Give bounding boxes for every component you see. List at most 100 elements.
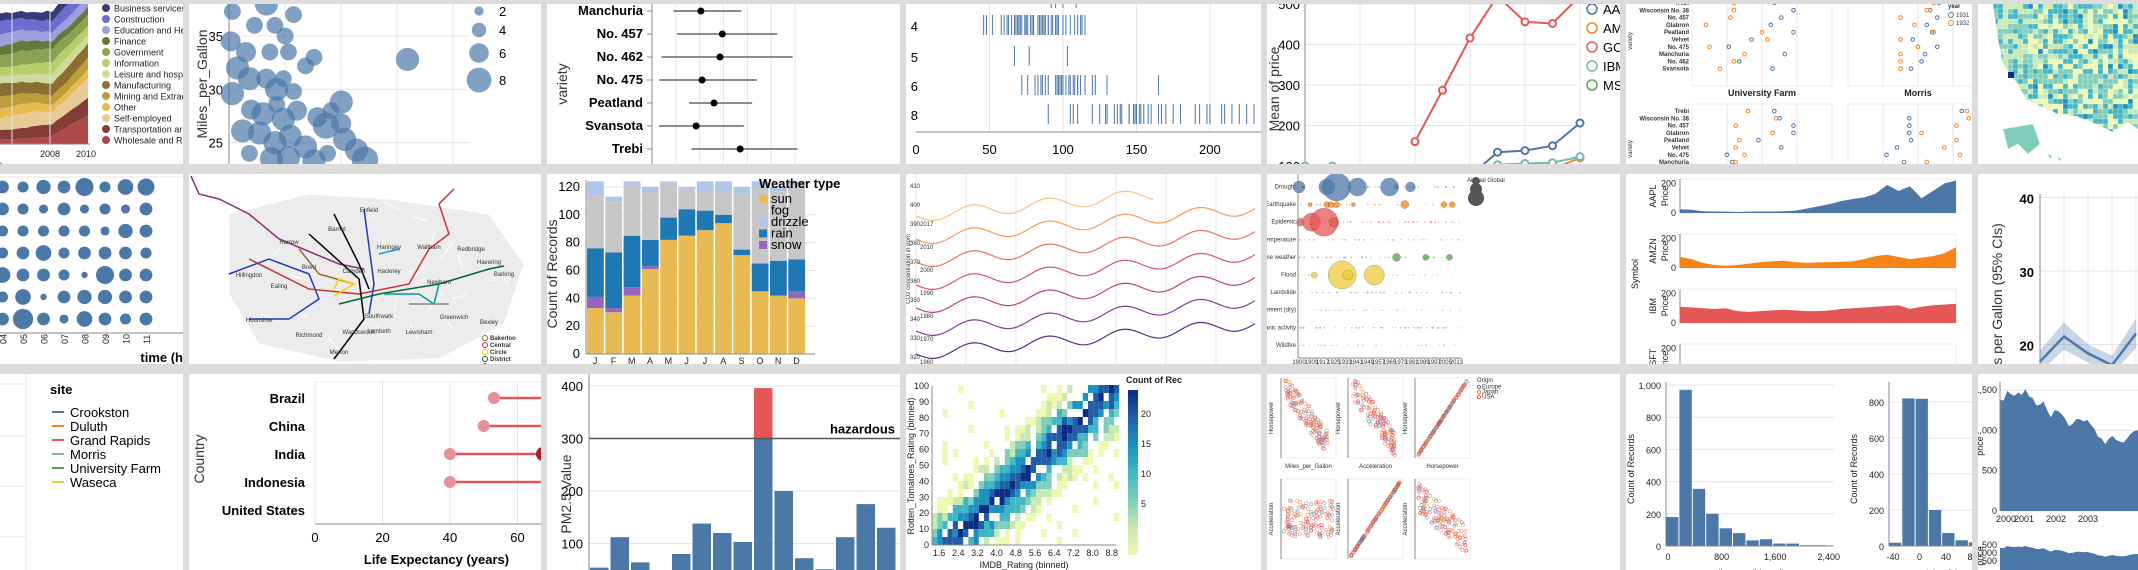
heatmap-cell: [1093, 393, 1099, 401]
size-legend-symbol: [474, 6, 484, 16]
heatmap-cell: [1062, 481, 1068, 489]
matrix-point: [1432, 429, 1436, 434]
y-axis-title: variety: [1628, 32, 1634, 50]
matrix-point: [1443, 531, 1448, 536]
heatmap-cell: [1036, 489, 1042, 497]
matrix-point: [1443, 506, 1448, 511]
y-tick-label: 60: [566, 262, 580, 277]
heatmap-cell: [989, 529, 995, 537]
disaster-point: [1374, 309, 1376, 311]
y-tick-label: 35: [209, 29, 223, 44]
county: [2122, 28, 2129, 35]
county: [2022, 53, 2029, 60]
disaster-bubble: [1311, 271, 1318, 279]
matrix-point: [1433, 508, 1438, 513]
county: [2042, 18, 2049, 25]
disaster-point: [1434, 221, 1437, 224]
county: [2008, 72, 2014, 78]
decade-label: 1990: [920, 291, 934, 297]
county: [2102, 108, 2109, 115]
matrix-point: [1323, 432, 1328, 437]
county: [2077, 128, 2084, 132]
county: [2072, 78, 2079, 85]
x-tick-label: 2001: [2014, 514, 2034, 524]
county: [2097, 8, 2104, 15]
county: [2002, 73, 2009, 80]
heatmap-cell: [1025, 425, 1031, 433]
heatmap-cell: [1093, 409, 1099, 417]
borough-label: Newham: [427, 280, 451, 286]
y-axis-title: Mean of price: [1267, 46, 1282, 131]
matrix-point: [1463, 537, 1468, 541]
county: [2002, 38, 2009, 45]
data-point: [254, 4, 278, 16]
matrix-point: [1424, 512, 1428, 517]
heatmap-cell: [1036, 441, 1042, 449]
x-tick-label: 0: [1917, 552, 1922, 562]
matrix-point: [1330, 498, 1335, 503]
county: [1993, 23, 1999, 30]
disaster-bubble: [1392, 253, 1401, 262]
area-layer-4: [0, 57, 88, 109]
x-tick-label: A: [720, 356, 726, 364]
bar-segment-sun: [587, 308, 604, 354]
county: [2077, 63, 2084, 70]
matrix-point: [1394, 485, 1399, 490]
county: [2092, 53, 2099, 60]
borough-border: [429, 230, 437, 244]
county: [2017, 83, 2024, 90]
matrix-point: [1358, 407, 1363, 412]
heatmap-cell: [1088, 409, 1094, 417]
x-tick-label: 2013: [1450, 360, 1464, 364]
heatmap-cell: [968, 401, 974, 409]
county: [2087, 88, 2094, 95]
county: [2107, 118, 2114, 125]
disaster-point: [1299, 344, 1302, 347]
x-tick-label: 150: [1126, 142, 1148, 157]
matrix-point: [1311, 516, 1316, 521]
disaster-point: [1382, 221, 1385, 224]
price-area: [2000, 389, 2138, 511]
matrix-point: [1435, 525, 1440, 530]
county: [2057, 28, 2064, 35]
county: [2047, 113, 2054, 120]
county: [2112, 123, 2119, 130]
county: [2022, 8, 2029, 15]
county: [1997, 48, 2004, 55]
county: [2077, 23, 2084, 30]
county: [2122, 23, 2129, 30]
tile-trellis-barley: Trebi Wisconsin No. 38 No. 457 Glabron Peatl…: [1626, 4, 1972, 164]
county: [2107, 23, 2114, 30]
heatmap-cell: [1062, 473, 1068, 481]
county: [2032, 4, 2039, 10]
disaster-point: [1347, 221, 1349, 223]
heatmap-cell: [978, 465, 984, 473]
x-axis-title: IMDB_Rating (binned): [979, 560, 1068, 570]
county: [1978, 34, 1983, 39]
heatmap-cell: [1067, 401, 1073, 409]
heatmap-cell: [1041, 385, 1047, 393]
county: [2127, 33, 2134, 40]
heatmap-cell: [1004, 449, 1010, 457]
matrix-point: [1304, 418, 1309, 423]
county: [2012, 88, 2019, 95]
county: [2002, 108, 2009, 115]
county: [1993, 98, 1999, 105]
disaster-bubble: [1333, 201, 1340, 208]
matrix-point: [1355, 392, 1360, 397]
county: [2102, 68, 2109, 75]
county: [2007, 8, 2014, 15]
disaster-point: [1459, 291, 1461, 294]
county: [2047, 68, 2054, 75]
county: [2017, 98, 2024, 105]
y-tick-label: 30: [2020, 265, 2034, 280]
disaster-point: [1302, 344, 1305, 347]
area-layer-11: [0, 4, 81, 35]
area-layer-8: [0, 14, 88, 68]
matrix-point: [1371, 518, 1376, 523]
county: [2082, 113, 2089, 120]
matrix-point: [1378, 419, 1382, 424]
matrix-point: [1434, 515, 1439, 520]
matrix-point: [1463, 543, 1468, 548]
